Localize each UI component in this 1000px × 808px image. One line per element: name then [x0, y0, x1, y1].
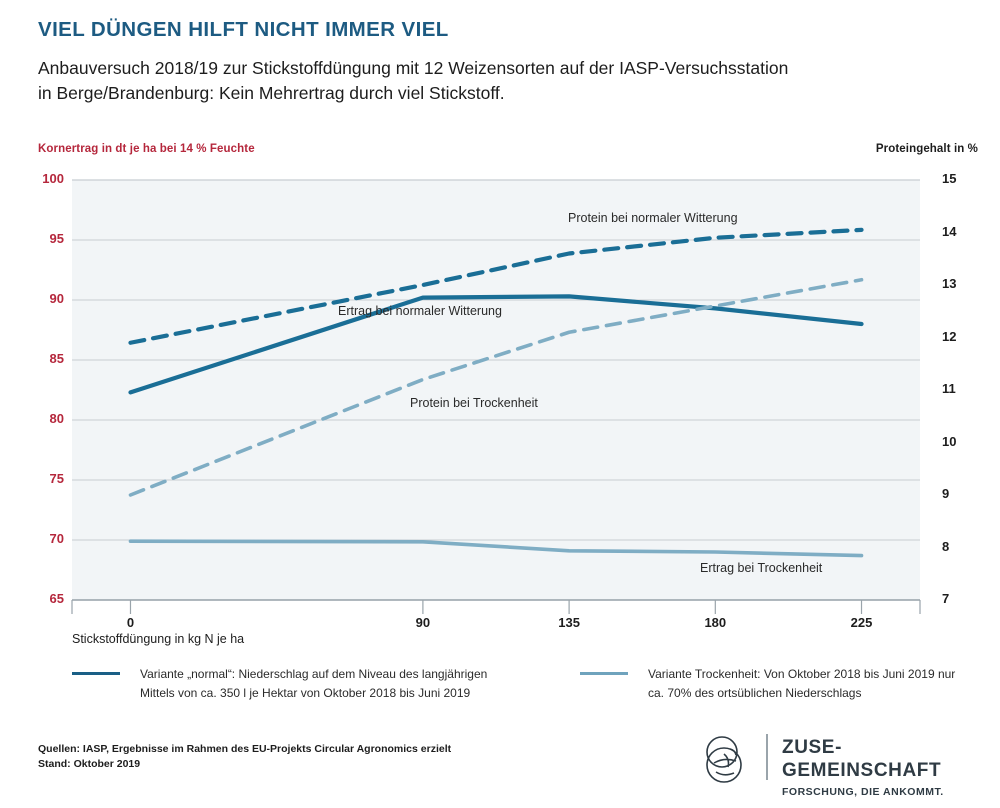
legend-text-trockenheit: Variante Trockenheit: Von Oktober 2018 b…: [648, 665, 1000, 703]
legend-text-normal: Variante „normal“: Niederschlag auf dem …: [140, 665, 522, 703]
right-axis-caption: Proteingehalt in %: [875, 143, 978, 155]
y-tick-right-3: 12: [942, 328, 957, 344]
series-line-1: [128, 227, 864, 345]
y-tick-right-5: 10: [942, 433, 957, 449]
series-line-2: [128, 277, 864, 497]
x-tick-2: 135: [558, 615, 580, 630]
legend-normal-line-1: Variante „normal“: Niederschlag auf dem …: [140, 667, 488, 681]
source-line-2: Stand: Oktober 2019: [38, 758, 141, 770]
x-tick-4: 225: [850, 615, 873, 630]
x-tick-0: 0: [126, 615, 135, 630]
y-tick-right-4: 11: [942, 381, 956, 396]
logo-divider: [766, 734, 768, 780]
legend-item-normal: Variante „normal“: Niederschlag auf dem …: [72, 665, 522, 703]
logo-text: ZUSE-GEMEINSCHAFT FORSCHUNG, DIE ANKOMMT…: [782, 736, 980, 800]
y-tick-left-5: 75: [49, 471, 64, 486]
subtitle-line-1: Anbauversuch 2018/19 zur Stickstoffdüngu…: [38, 58, 789, 78]
y-tick-right-0: 15: [942, 171, 957, 186]
series-line-0: [128, 294, 864, 395]
legend-swatch-trockenheit: [580, 672, 628, 675]
source-note: Quellen: IASP, Ergebnisse im Rahmen des …: [38, 742, 451, 772]
series-label-3: Ertrag bei Trockenheit: [700, 561, 823, 575]
y-tick-left-0: 100: [42, 171, 64, 186]
series-label-1: Protein bei normaler Witterung: [568, 211, 738, 225]
y-tick-left-7: 65: [49, 591, 64, 606]
y-tick-right-1: 14: [942, 223, 957, 239]
source-line-1: Quellen: IASP, Ergebnisse im Rahmen des …: [38, 743, 452, 755]
y-tick-left-4: 80: [49, 411, 64, 426]
y-tick-right-6: 9: [942, 486, 950, 501]
logo-tagline: FORSCHUNG, DIE ANKOMMT.: [782, 786, 944, 798]
y-tick-left-2: 90: [49, 291, 64, 306]
left-axis-caption: Kornertrag in dt je ha bei 14 % Feuchte: [38, 143, 255, 155]
y-tick-right-8: 7: [942, 591, 950, 606]
y-tick-left-1: 95: [49, 231, 64, 246]
x-tick-3: 180: [704, 615, 727, 630]
y-tick-right-7: 8: [942, 538, 950, 554]
y-tick-left-3: 85: [49, 351, 64, 366]
page-subtitle: Anbauversuch 2018/19 zur Stickstoffdüngu…: [38, 56, 968, 106]
legend-trockenheit-line-1: Variante Trockenheit: Von Oktober 2018 b…: [648, 667, 956, 681]
series-label-2: Protein bei Trockenheit: [410, 396, 538, 410]
legend-swatch-normal: [72, 672, 120, 675]
zuse-logo-icon: [700, 732, 762, 791]
legend-normal-line-2: Mittels von ca. 350 l je Hektar von Okto…: [140, 686, 471, 700]
logo-name: ZUSE-GEMEINSCHAFT: [782, 737, 942, 781]
x-axis-caption: Stickstoffdüngung in kg N je ha: [72, 632, 245, 646]
subtitle-line-2: in Berge/Brandenburg: Kein Mehrertrag du…: [38, 83, 505, 103]
y-tick-left-6: 70: [49, 531, 64, 546]
zuse-gemeinschaft-logo: ZUSE-GEMEINSCHAFT FORSCHUNG, DIE ANKOMMT…: [700, 730, 980, 798]
page-title: VIEL DÜNGEN HILFT NICHT IMMER VIEL: [38, 18, 449, 41]
series-line-3: [128, 539, 864, 558]
x-tick-1: 90: [415, 615, 431, 630]
y-tick-right-2: 13: [942, 276, 957, 291]
legend-trockenheit-line-2: ca. 70% des ortsüblichen Niederschlags: [648, 686, 862, 700]
legend-item-trockenheit: Variante Trockenheit: Von Oktober 2018 b…: [580, 665, 1000, 703]
series-label-0: Ertrag bei normaler Witterung: [338, 304, 502, 318]
